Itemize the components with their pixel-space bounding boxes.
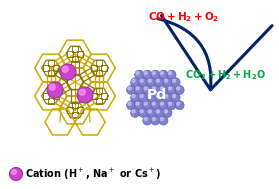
Circle shape xyxy=(155,108,164,117)
Circle shape xyxy=(147,93,156,102)
Circle shape xyxy=(135,70,144,79)
Circle shape xyxy=(156,110,159,113)
Circle shape xyxy=(49,84,55,90)
Circle shape xyxy=(144,117,147,121)
Circle shape xyxy=(169,71,172,75)
Circle shape xyxy=(171,93,180,102)
Circle shape xyxy=(169,102,172,105)
Circle shape xyxy=(155,78,164,87)
Circle shape xyxy=(143,85,152,94)
Circle shape xyxy=(167,101,176,110)
Circle shape xyxy=(152,71,155,75)
Circle shape xyxy=(131,78,140,87)
Circle shape xyxy=(152,87,155,90)
Circle shape xyxy=(62,66,68,72)
Circle shape xyxy=(171,78,180,87)
Circle shape xyxy=(127,85,136,94)
Circle shape xyxy=(160,71,163,75)
Circle shape xyxy=(136,71,139,75)
Circle shape xyxy=(164,94,167,98)
Text: $\mathbf{CO_2 + H_2 + H_2O}$: $\mathbf{CO_2 + H_2 + H_2O}$ xyxy=(185,68,266,82)
Circle shape xyxy=(167,85,176,94)
Circle shape xyxy=(132,79,135,82)
Circle shape xyxy=(152,117,155,121)
Circle shape xyxy=(169,87,172,90)
Circle shape xyxy=(164,110,167,113)
Circle shape xyxy=(177,102,180,105)
Circle shape xyxy=(177,87,180,90)
Circle shape xyxy=(144,87,147,90)
Circle shape xyxy=(127,101,136,110)
Circle shape xyxy=(143,116,152,125)
Circle shape xyxy=(148,110,151,113)
Circle shape xyxy=(175,101,184,110)
Circle shape xyxy=(139,108,148,117)
Circle shape xyxy=(151,116,160,125)
Circle shape xyxy=(128,102,131,105)
Circle shape xyxy=(77,87,93,103)
Circle shape xyxy=(167,70,176,79)
Circle shape xyxy=(131,108,140,117)
Circle shape xyxy=(163,108,172,117)
Circle shape xyxy=(151,101,160,110)
Circle shape xyxy=(159,85,168,94)
Circle shape xyxy=(136,102,139,105)
Circle shape xyxy=(163,93,172,102)
Circle shape xyxy=(135,101,144,110)
Circle shape xyxy=(160,87,163,90)
Circle shape xyxy=(132,110,135,113)
Circle shape xyxy=(128,87,131,90)
Circle shape xyxy=(148,94,151,98)
Circle shape xyxy=(160,117,163,121)
Circle shape xyxy=(151,85,160,94)
Circle shape xyxy=(140,110,143,113)
Circle shape xyxy=(164,79,167,82)
Circle shape xyxy=(159,70,168,79)
Circle shape xyxy=(136,87,139,90)
Circle shape xyxy=(160,102,163,105)
Circle shape xyxy=(47,82,63,98)
FancyArrowPatch shape xyxy=(158,16,272,90)
Circle shape xyxy=(159,101,168,110)
Circle shape xyxy=(172,79,175,82)
Circle shape xyxy=(79,89,85,95)
Circle shape xyxy=(163,78,172,87)
Circle shape xyxy=(155,93,164,102)
Circle shape xyxy=(175,85,184,94)
Circle shape xyxy=(135,85,144,94)
Circle shape xyxy=(159,116,168,125)
Circle shape xyxy=(144,102,147,105)
Circle shape xyxy=(139,78,148,87)
Circle shape xyxy=(140,94,143,98)
Circle shape xyxy=(9,167,23,180)
Circle shape xyxy=(156,79,159,82)
Circle shape xyxy=(11,170,16,174)
Text: Cation (H$^+$, Na$^+$ or Cs$^+$): Cation (H$^+$, Na$^+$ or Cs$^+$) xyxy=(25,167,162,182)
Circle shape xyxy=(147,78,156,87)
Circle shape xyxy=(144,71,147,75)
Circle shape xyxy=(131,93,140,102)
Text: $\mathbf{CO + H_2 + O_2}$: $\mathbf{CO + H_2 + O_2}$ xyxy=(148,10,219,24)
Text: Pd: Pd xyxy=(147,88,167,102)
Circle shape xyxy=(152,102,155,105)
Circle shape xyxy=(147,108,156,117)
Circle shape xyxy=(143,101,152,110)
Circle shape xyxy=(60,64,76,80)
Circle shape xyxy=(143,70,152,79)
Circle shape xyxy=(172,94,175,98)
Circle shape xyxy=(139,93,148,102)
Circle shape xyxy=(132,94,135,98)
Circle shape xyxy=(140,79,143,82)
Circle shape xyxy=(156,94,159,98)
Circle shape xyxy=(148,79,151,82)
Circle shape xyxy=(151,70,160,79)
